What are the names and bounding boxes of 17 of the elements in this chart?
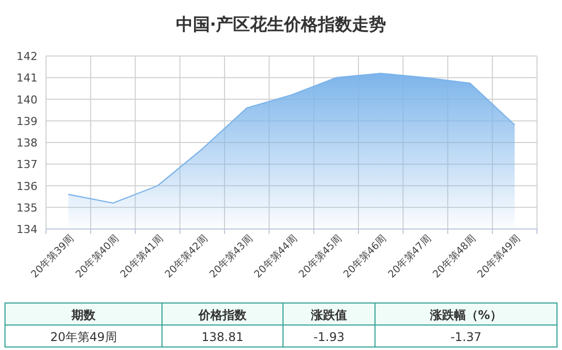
chart-title: 中国·产区花生价格指数走势	[176, 15, 386, 35]
text: 20年第49周	[50, 330, 117, 344]
y-tick-label: 136	[16, 180, 38, 193]
y-tick-label: 139	[16, 114, 38, 128]
y-tick-label: 135	[16, 201, 38, 214]
text: -1.93	[313, 330, 345, 344]
text: 涨跌幅（%）	[428, 308, 502, 322]
y-tick-label: 138	[16, 136, 38, 150]
text: 138.81	[202, 330, 244, 344]
text: 期数	[70, 308, 96, 322]
y-tick-label: 141	[16, 72, 38, 85]
text: -1.37	[450, 330, 482, 344]
y-tick-label: 137	[16, 158, 38, 172]
text: 价格指数	[198, 308, 248, 322]
y-tick-label: 140	[16, 93, 38, 106]
text: 涨跌值	[310, 308, 347, 322]
y-tick-label: 142	[16, 50, 38, 63]
